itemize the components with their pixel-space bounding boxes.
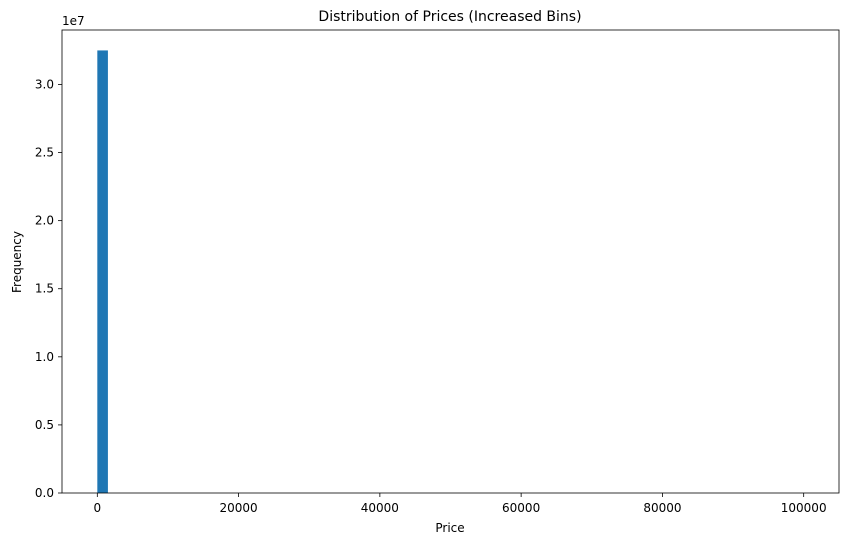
x-tick-label: 20000 (219, 501, 257, 515)
x-tick-label: 0 (93, 501, 101, 515)
bars-layer (97, 50, 108, 493)
y-axis: 0.0 0.5 1.0 1.5 2.0 2.5 3.0 (35, 77, 62, 500)
y-tick-label: 0.5 (35, 418, 54, 432)
x-tick-label: 40000 (361, 501, 399, 515)
y-tick-label: 3.0 (35, 77, 54, 91)
x-tick-label: 60000 (502, 501, 540, 515)
y-tick-label: 1.5 (35, 282, 54, 296)
y-tick-label: 1.0 (35, 350, 54, 364)
x-axis-label: Price (435, 521, 464, 535)
chart-title: Distribution of Prices (Increased Bins) (318, 9, 581, 25)
y-tick-label: 2.0 (35, 214, 54, 228)
y-axis-offset-label: 1e7 (62, 14, 85, 28)
x-axis: 0 20000 40000 60000 80000 100000 (93, 493, 827, 515)
x-tick-label: 100000 (781, 501, 827, 515)
plot-area-frame (61, 29, 840, 494)
y-axis-label: Frequency (10, 231, 24, 293)
y-tick-label: 2.5 (35, 146, 54, 160)
y-tick-label: 0.0 (35, 486, 54, 500)
histogram-bar (97, 50, 108, 493)
x-tick-label: 80000 (643, 501, 681, 515)
